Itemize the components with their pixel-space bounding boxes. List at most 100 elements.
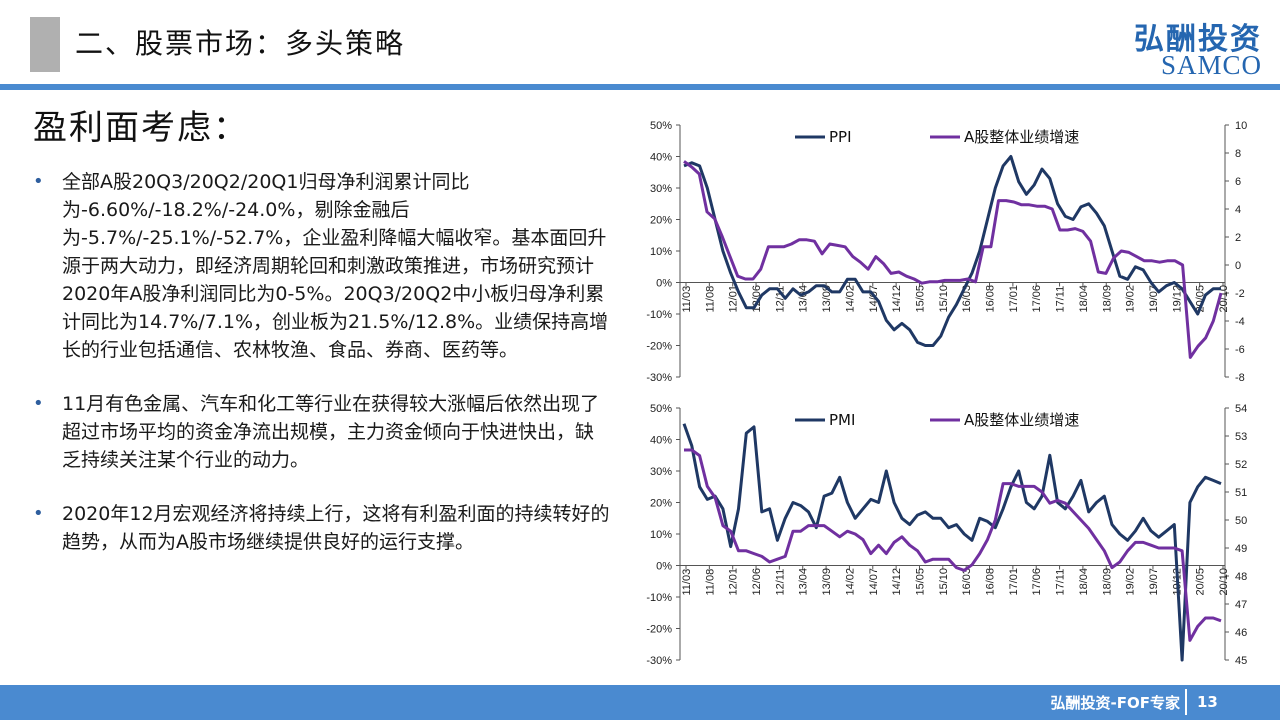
left-tick-label: 30%: [650, 183, 672, 195]
right-tick-label: 49: [1235, 543, 1247, 555]
right-tick-label: 47: [1235, 599, 1247, 611]
right-tick-label: 4: [1235, 204, 1241, 216]
x-tick-label: 20/05: [1195, 568, 1207, 596]
left-tick-label: 40%: [650, 435, 672, 447]
x-tick-label: 11/08: [704, 286, 716, 313]
x-tick-label: 20/10: [1218, 568, 1230, 596]
bullet-dot-icon: •: [33, 393, 44, 414]
x-tick-label: 17/11: [1055, 286, 1067, 313]
left-tick-label: -10%: [646, 309, 672, 321]
section-title: 盈利面考虑：: [33, 108, 249, 148]
x-tick-label: 14/02: [844, 568, 856, 596]
x-tick-label: 12/01: [728, 568, 740, 596]
right-tick-label: -2: [1235, 288, 1245, 300]
bullet-text: 全部A股20Q3/20Q2/20Q1归母净利润累计同比为-6.60%/-18.2…: [62, 171, 609, 361]
x-tick-label: 14/02: [844, 285, 856, 313]
ppi-chart: 50% 40% 30% 20% 10% 0% -10% -20% -30% 10 8 6 4 2 0 -2 -4…: [630, 115, 1270, 385]
right-tick-label: 50: [1235, 515, 1247, 527]
left-tick-label: -30%: [646, 655, 672, 667]
x-tick-label: 13/09: [821, 568, 833, 596]
footer-text: 弘酬投资-FOF专家: [1050, 694, 1180, 712]
bullet-list: • 全部A股20Q3/20Q2/20Q1归母净利润累计同比为-6.60%/-18.…: [30, 168, 610, 582]
left-tick-label: 30%: [650, 466, 672, 478]
x-tick-label: 12/11: [774, 286, 786, 313]
footer-bar: 弘酬投资-FOF专家 13: [0, 685, 1280, 720]
right-tick-label: -6: [1235, 344, 1245, 356]
bullet-text: 11月有色金属、汽车和化工等行业在获得较大涨幅后依然出现了超过市场平均的资金净流…: [62, 393, 600, 471]
x-tick-label: 13/04: [798, 285, 810, 313]
brand-logo-en: SAMCO: [1160, 50, 1262, 80]
x-tick-label: 20/05: [1195, 285, 1207, 313]
x-tick-label: 15/10: [938, 568, 950, 596]
right-tick-label: 48: [1235, 571, 1247, 583]
left-tick-label: 10%: [650, 246, 672, 258]
series-line-earnings-growth: [684, 448, 1222, 642]
series-line-earnings-growth: [683, 160, 1223, 359]
x-tick-label: 14/07: [868, 568, 880, 596]
x-tick-label: 17/06: [1031, 568, 1043, 596]
x-tick-label: 14/12: [891, 285, 903, 313]
x-tick-label: 18/09: [1101, 568, 1113, 596]
x-tick-label: 16/08: [985, 285, 997, 313]
right-tick-label: 53: [1235, 431, 1247, 443]
header-accent-bar: [30, 17, 60, 72]
bullet-item: • 全部A股20Q3/20Q2/20Q1归母净利润累计同比为-6.60%/-18.…: [30, 168, 610, 364]
bullet-dot-icon: •: [33, 503, 44, 524]
x-tick-label: 12/06: [751, 568, 763, 596]
pmi-chart-svg: 50% 40% 30% 20% 10% 0% -10% -20% -30% 54 53 52 51 50 4…: [646, 403, 1247, 667]
x-tick-label: 20/10: [1218, 285, 1230, 313]
page-number: 13: [1197, 693, 1218, 711]
right-tick-label: 0: [1235, 260, 1241, 272]
right-tick-label: 52: [1235, 459, 1247, 471]
x-tick-label: 18/04: [1078, 568, 1090, 596]
left-tick-label: 10%: [650, 529, 672, 541]
x-tick-label: 11/03: [681, 286, 693, 313]
left-tick-label: -10%: [646, 592, 672, 604]
legend-label: A股整体业绩增速: [964, 128, 1079, 146]
bullet-item: • 11月有色金属、汽车和化工等行业在获得较大涨幅后依然出现了超过市场平均的资金净…: [30, 390, 610, 474]
left-tick-label: 0%: [656, 561, 672, 573]
x-tick-label: 19/02: [1125, 568, 1137, 596]
series-line-primary: [683, 155, 1221, 347]
x-tick-label: 16/03: [961, 568, 973, 596]
right-tick-label: 51: [1235, 487, 1247, 499]
x-tick-label: 18/04: [1078, 285, 1090, 313]
x-tick-label: 11/03: [681, 569, 693, 596]
x-tick-label: 17/01: [1008, 285, 1020, 313]
left-tick-label: -20%: [646, 624, 672, 636]
left-tick-label: 50%: [650, 403, 672, 415]
right-tick-label: 8: [1235, 148, 1241, 160]
x-tick-label: 12/11: [774, 569, 786, 596]
x-tick-label: 15/10: [938, 285, 950, 313]
left-tick-label: 20%: [650, 215, 672, 227]
left-tick-label: 20%: [650, 498, 672, 510]
x-tick-label: 12/01: [728, 285, 740, 313]
bullet-dot-icon: •: [33, 171, 44, 192]
right-tick-label: 10: [1235, 120, 1247, 132]
x-tick-label: 15/05: [914, 285, 926, 313]
right-tick-label: -4: [1235, 316, 1245, 328]
bullet-item: • 2020年12月宏观经济将持续上行，这将有利盈利面的持续转好的趋势，从而为A股…: [30, 500, 610, 556]
x-tick-label: 18/09: [1101, 285, 1113, 313]
series-line-primary: [682, 423, 1222, 662]
x-tick-label: 19/02: [1125, 285, 1137, 313]
x-tick-label: 17/11: [1055, 569, 1067, 596]
x-tick-label: 15/05: [914, 568, 926, 596]
right-tick-label: 46: [1235, 627, 1247, 639]
left-tick-label: -30%: [646, 372, 672, 384]
right-tick-label: 54: [1235, 403, 1247, 415]
pmi-chart: 50% 40% 30% 20% 10% 0% -10% -20% -30% 54 53 52 51 50 4…: [630, 398, 1270, 668]
footer-divider: [1185, 689, 1187, 715]
x-tick-label: 19/12: [1171, 285, 1183, 313]
header-divider: [0, 84, 1280, 90]
x-tick-label: 11/08: [704, 569, 716, 596]
right-tick-label: 6: [1235, 176, 1241, 188]
left-tick-label: 0%: [656, 278, 672, 290]
x-tick-label: 17/06: [1031, 285, 1043, 313]
right-tick-label: -8: [1235, 372, 1245, 384]
x-tick-label: 19/07: [1148, 568, 1160, 596]
legend-label: PMI: [829, 411, 855, 429]
x-tick-label: 17/01: [1008, 568, 1020, 596]
page-title: 二、股票市场：多头策略: [75, 27, 406, 60]
brand-logo-cn: 弘酬投资: [1134, 22, 1262, 57]
